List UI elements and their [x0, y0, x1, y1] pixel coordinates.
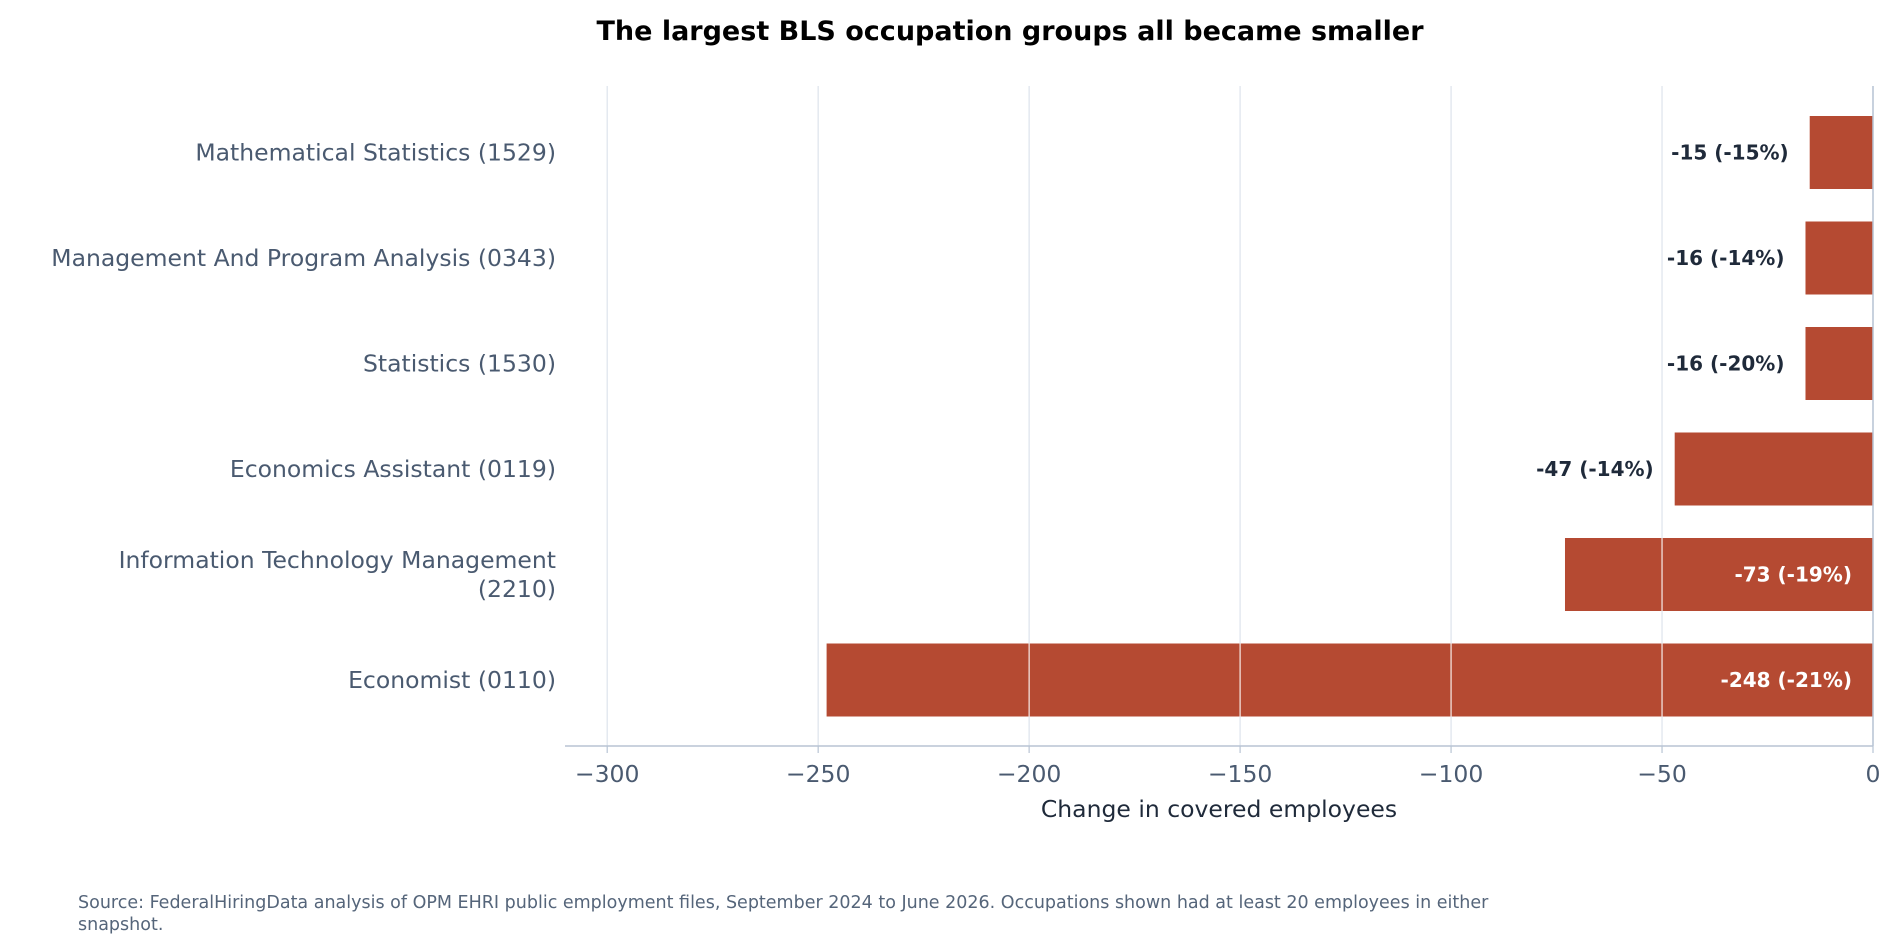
source-note: Source: FederalHiringData analysis of OP…	[78, 893, 1489, 935]
category-label: Statistics (1530)	[363, 350, 556, 378]
category-label: Mathematical Statistics (1529)	[195, 139, 556, 167]
category-label: Economist (0110)	[348, 666, 556, 694]
data-label: -16 (-20%)	[1667, 352, 1785, 376]
x-axis-label: Change in covered employees	[1041, 795, 1397, 823]
x-tick-label: −300	[575, 760, 640, 788]
bar	[1805, 327, 1873, 400]
x-tick-label: −200	[997, 760, 1062, 788]
data-label: -73 (-19%)	[1734, 563, 1852, 587]
bar	[1805, 221, 1873, 295]
category-label: Economics Assistant (0119)	[230, 455, 556, 483]
x-ticks: −300 −250 −200 −150 −100 −50 0	[575, 746, 1881, 788]
data-labels: -15 (-15%) -16 (-14%) -16 (-20%) -47 (-14%)…	[1536, 141, 1852, 693]
bar	[826, 643, 1873, 717]
data-label: -15 (-15%)	[1671, 141, 1789, 165]
data-label: -47 (-14%)	[1536, 457, 1654, 481]
x-tick-label: −150	[1208, 760, 1273, 788]
category-label: Information Technology Management (2210)	[119, 546, 556, 603]
x-tick-label: −50	[1637, 760, 1687, 788]
chart-title: The largest BLS occupation groups all be…	[596, 16, 1424, 47]
bar	[1674, 432, 1873, 506]
x-tick-label: 0	[1866, 760, 1881, 788]
category-labels: Mathematical Statistics (1529) Management…	[51, 139, 556, 695]
category-label: Management And Program Analysis (0343)	[51, 244, 556, 272]
bar	[1564, 538, 1873, 611]
data-label: -248 (-21%)	[1721, 668, 1852, 692]
data-label: -16 (-14%)	[1667, 246, 1785, 270]
bars	[826, 116, 1873, 717]
bar	[1809, 116, 1873, 189]
x-tick-label: −250	[786, 760, 851, 788]
axes	[565, 86, 1874, 747]
x-tick-label: −100	[1419, 760, 1484, 788]
